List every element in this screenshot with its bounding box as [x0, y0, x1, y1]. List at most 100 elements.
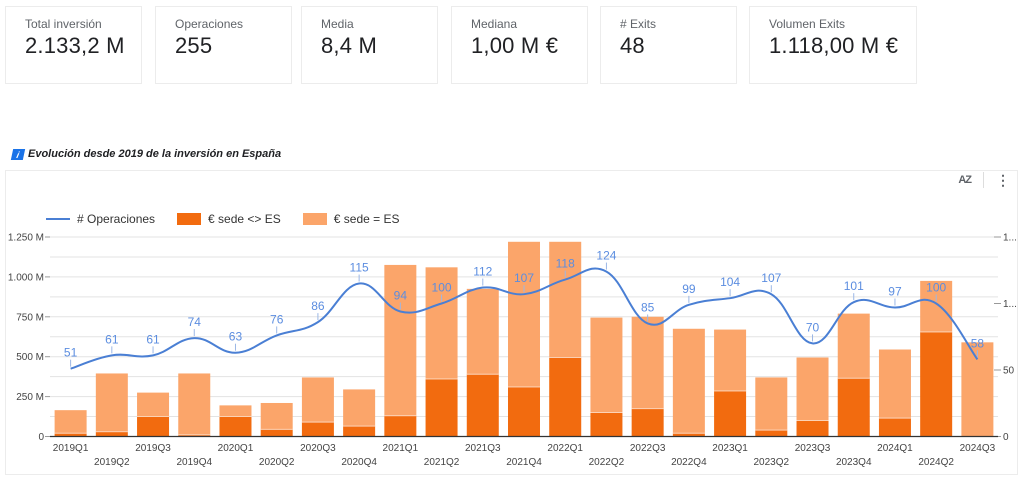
operaciones-data-label: 74: [188, 315, 202, 329]
more-options-icon[interactable]: ⋮: [996, 172, 1010, 188]
bar-sede-no-es: [343, 426, 376, 437]
operaciones-data-label: 51: [64, 346, 78, 360]
left-axis-tick-label: 750 M: [16, 312, 44, 323]
bar-sede-es: [796, 357, 829, 421]
category-label: 2022Q3: [630, 443, 666, 454]
operaciones-data-label: 61: [105, 332, 119, 346]
kpi-value: 48: [620, 33, 645, 58]
category-label: 2019Q4: [176, 457, 212, 468]
bar-sede-es: [95, 373, 128, 432]
bar-sede-no-es: [466, 374, 499, 437]
category-label: 2022Q1: [547, 443, 583, 454]
bar-sede-es: [755, 377, 788, 431]
left-axis-tick-label: 1.250 M: [8, 233, 44, 244]
operaciones-line: [70, 267, 979, 370]
bar-sede-es: [878, 349, 911, 419]
category-label: 2021Q4: [506, 457, 542, 468]
bar-sede-no-es: [796, 420, 829, 437]
bar-sede-es: [590, 317, 623, 413]
operaciones-data-label: 115: [350, 261, 369, 275]
operaciones-data-label: 76: [270, 312, 284, 326]
chart-title-text: Evolución desde 2019 de la inversión en …: [28, 148, 282, 160]
category-label: 2020Q1: [218, 443, 254, 454]
chart-legend: # Operaciones € sede <> ES € sede = ES: [46, 212, 422, 226]
right-axis-tick-label: 50: [1003, 366, 1015, 377]
bar-sede-no-es: [384, 415, 417, 437]
operaciones-data-label: 100: [926, 281, 946, 295]
operaciones-data-label: 61: [146, 332, 160, 346]
category-label: 2024Q3: [960, 443, 996, 454]
operaciones-data-label: 100: [432, 281, 452, 295]
legend-label: # Operaciones: [77, 212, 156, 226]
legend-item-sede-no-es[interactable]: € sede <> ES: [177, 212, 281, 226]
bar-sede-es: [301, 377, 334, 423]
kpi-operaciones: Operaciones 255: [155, 6, 292, 84]
bar-sede-no-es: [755, 430, 788, 437]
category-label: 2024Q2: [918, 457, 954, 468]
bar-sede-es: [384, 264, 417, 416]
operaciones-data-label: 101: [844, 279, 864, 293]
right-axis-tick-label: 1...: [1003, 299, 1017, 310]
kpi-value: 255: [175, 33, 213, 58]
category-label: 2020Q3: [300, 443, 336, 454]
legend-label: € sede <> ES: [208, 212, 281, 226]
legend-label: € sede = ES: [333, 212, 400, 226]
operaciones-data-label: 99: [682, 282, 696, 296]
bar-sede-no-es: [95, 431, 128, 437]
bar-sede-es: [549, 241, 582, 358]
bar-sede-es: [714, 329, 747, 392]
right-axis-tick-label: 1...: [1003, 233, 1017, 244]
bar-sede-es: [260, 402, 293, 430]
bar-sede-es: [631, 316, 664, 409]
operaciones-data-label: 118: [556, 257, 575, 271]
category-label: 2021Q2: [424, 457, 460, 468]
kpi-exits: # Exits 48: [600, 6, 737, 84]
category-label: 2023Q4: [836, 457, 872, 468]
bar-sede-no-es: [425, 379, 458, 437]
bar-sede-no-es: [178, 434, 211, 437]
kpi-mediana: Mediana 1,00 M €: [451, 6, 588, 84]
operaciones-data-label: 112: [473, 265, 492, 279]
legend-item-operaciones[interactable]: # Operaciones: [46, 212, 155, 226]
chart-title: i Evolución desde 2019 de la inversión e…: [10, 148, 282, 160]
legend-box-swatch: [177, 213, 202, 225]
bar-sede-no-es: [54, 433, 87, 437]
category-label: 2024Q1: [877, 443, 913, 454]
bar-sede-es: [54, 410, 87, 434]
operaciones-data-label: 70: [806, 320, 820, 334]
bar-sede-es: [425, 267, 458, 380]
kpi-volumen-exits: Volumen Exits 1.118,00 M €: [749, 6, 917, 84]
bar-sede-es: [178, 373, 211, 435]
operaciones-data-label: 107: [761, 271, 781, 285]
left-axis-tick-label: 250 M: [16, 392, 44, 403]
bar-sede-no-es: [137, 416, 170, 437]
category-label: 2023Q1: [712, 443, 748, 454]
bar-sede-es: [343, 389, 376, 427]
kpi-value: 8,4 M: [321, 33, 378, 58]
toolbar-divider: [983, 172, 984, 188]
kpi-label: Media: [321, 17, 354, 31]
kpi-value: 1,00 M €: [471, 33, 559, 58]
bar-sede-no-es: [301, 422, 334, 437]
chart-toolbar: AZ ⋮: [958, 172, 1010, 188]
legend-box-swatch: [302, 213, 327, 225]
legend-item-sede-es[interactable]: € sede = ES: [302, 212, 400, 226]
bar-sede-es: [508, 241, 540, 388]
operaciones-data-label: 107: [514, 271, 534, 285]
operaciones-data-label: 85: [641, 300, 655, 314]
category-label: 2022Q4: [671, 457, 707, 468]
category-label: 2022Q2: [589, 457, 625, 468]
category-label: 2019Q3: [135, 443, 171, 454]
operaciones-data-label: 63: [229, 330, 243, 344]
sort-az-icon[interactable]: AZ: [958, 174, 972, 186]
category-label: 2023Q2: [754, 457, 790, 468]
kpi-value: 1.118,00 M €: [769, 33, 899, 58]
category-label: 2021Q3: [465, 443, 501, 454]
category-label: 2023Q3: [795, 443, 831, 454]
operaciones-data-label: 97: [888, 284, 902, 298]
bar-sede-no-es: [590, 412, 623, 437]
bar-sede-no-es: [219, 416, 252, 437]
chart-panel: [5, 170, 1018, 475]
bar-sede-no-es: [549, 357, 582, 437]
